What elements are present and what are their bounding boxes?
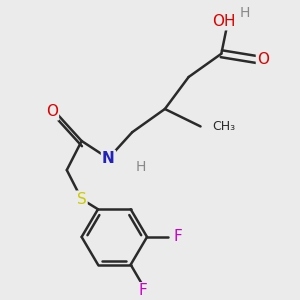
Text: F: F: [174, 230, 182, 244]
Text: F: F: [138, 283, 147, 298]
Text: H: H: [136, 160, 146, 174]
Text: S: S: [77, 192, 86, 207]
Text: N: N: [102, 151, 115, 166]
Text: OH: OH: [213, 14, 236, 29]
Text: CH₃: CH₃: [212, 120, 236, 133]
Text: O: O: [46, 104, 58, 119]
Text: O: O: [257, 52, 269, 67]
Text: H: H: [240, 6, 250, 20]
